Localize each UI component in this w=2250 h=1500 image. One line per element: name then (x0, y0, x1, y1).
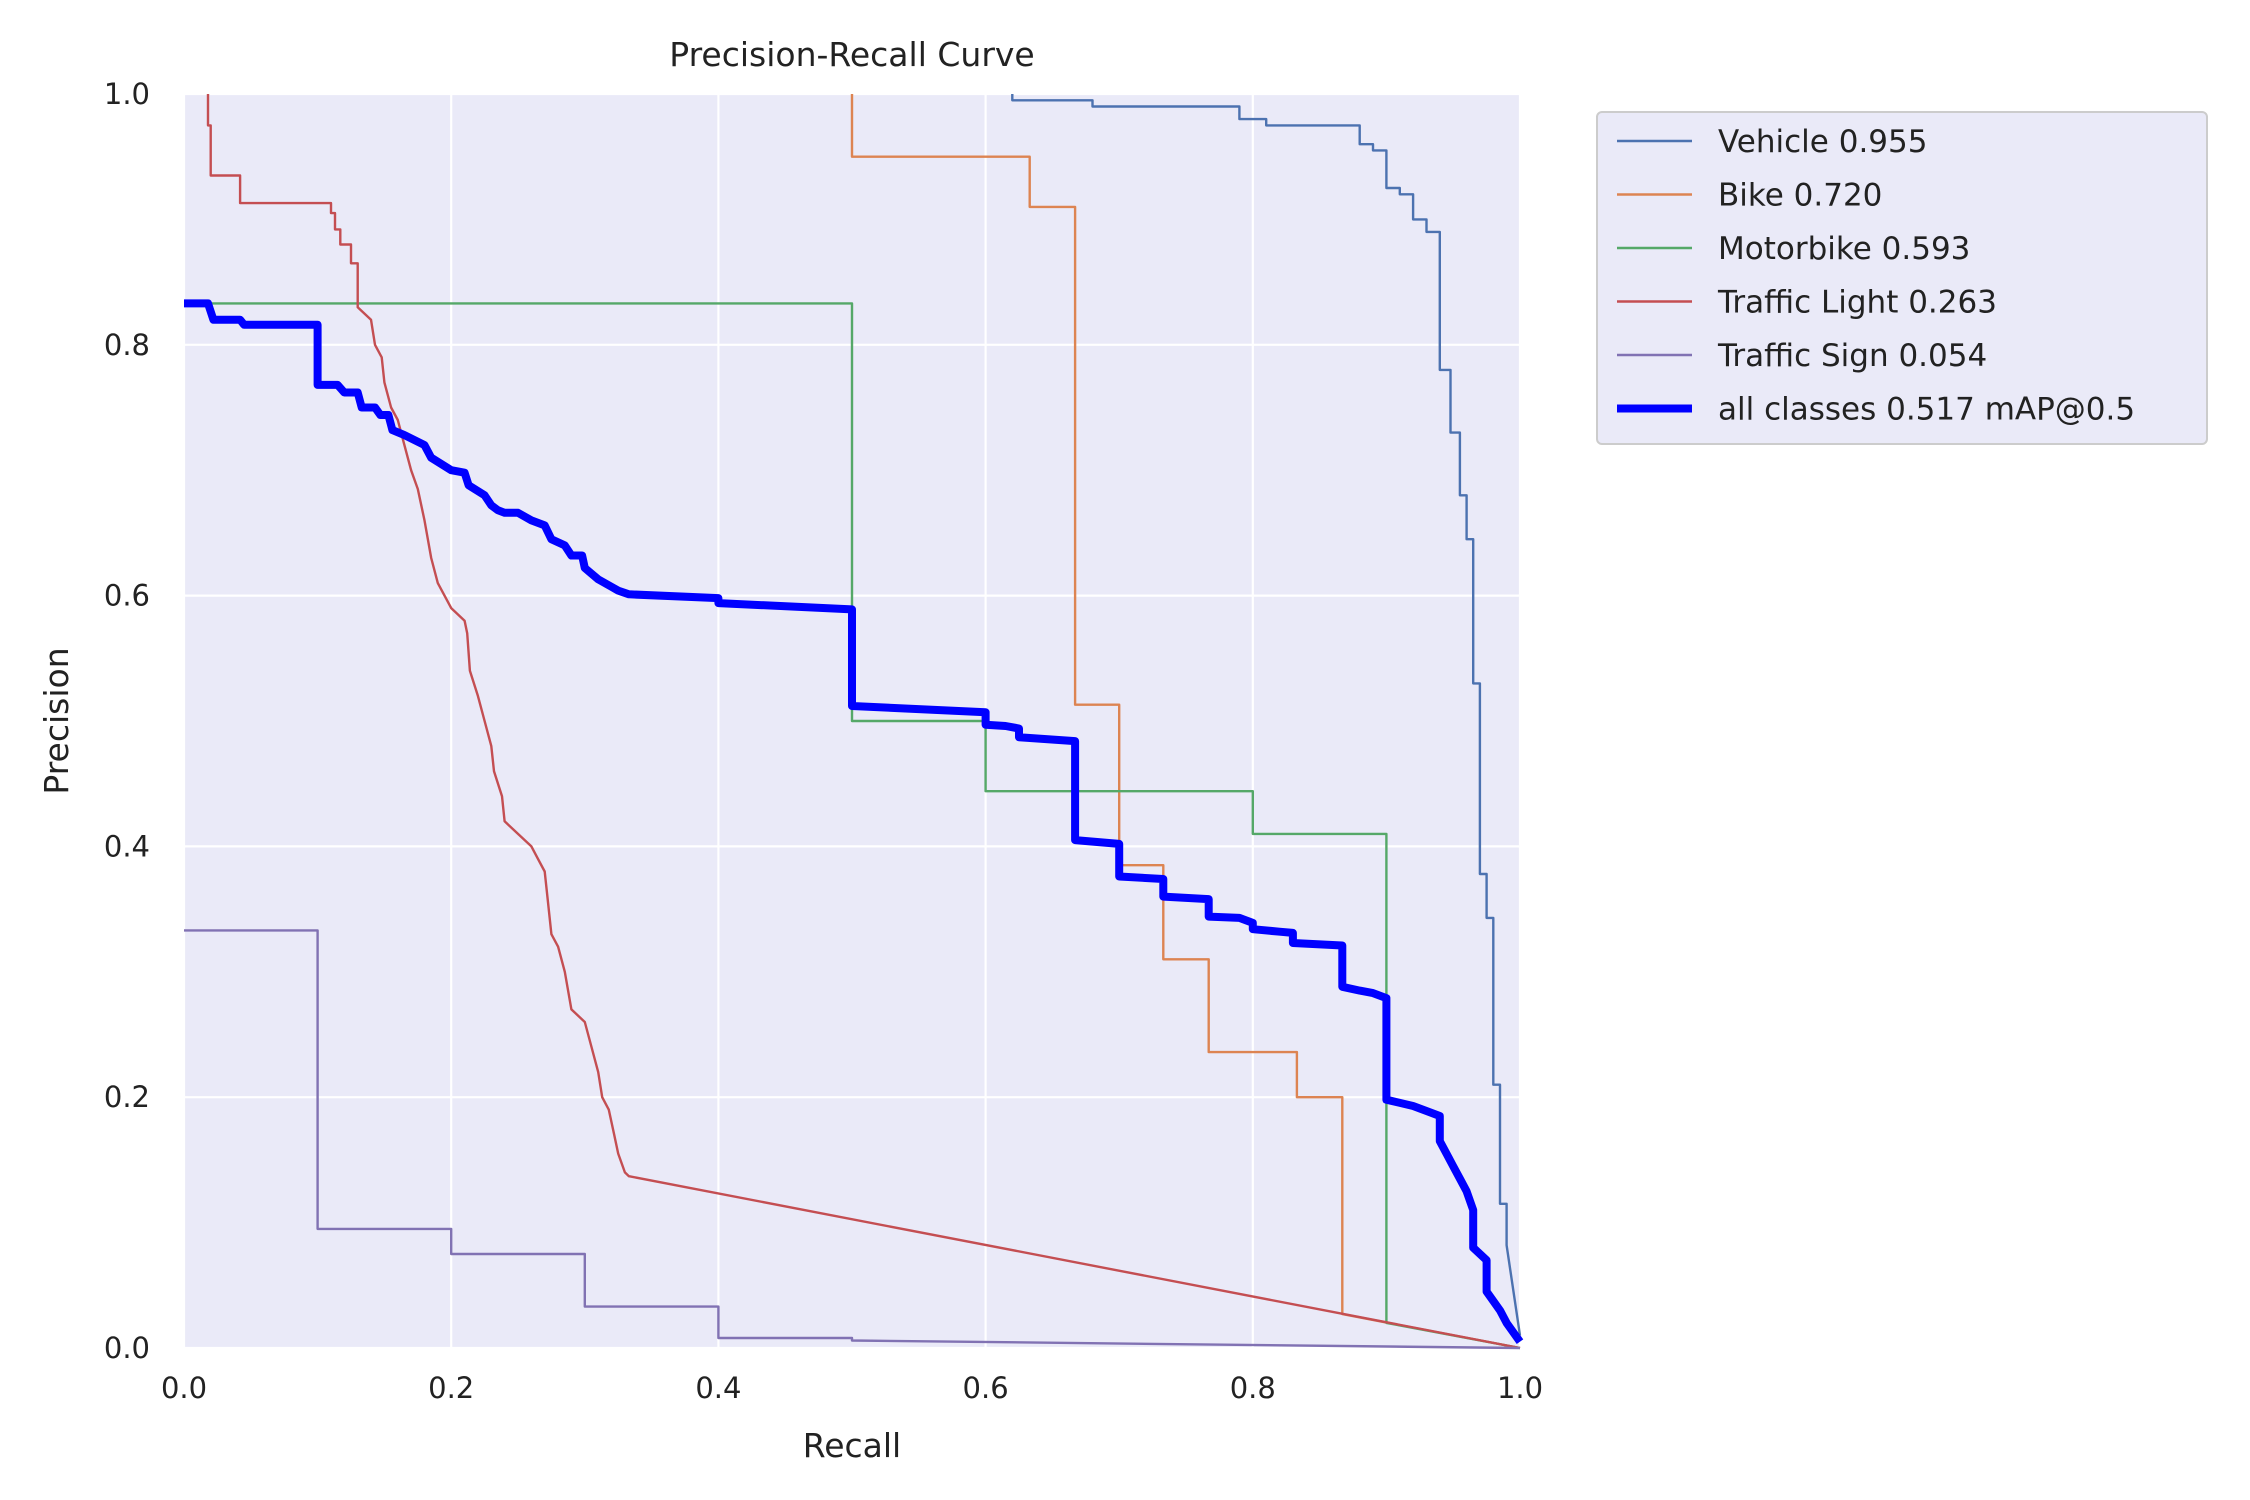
y-tick-label-2: 0.4 (104, 829, 150, 863)
series-lines (184, 94, 1524, 1350)
chart-title: Precision-Recall Curve (669, 35, 1034, 74)
y-tick-label-4: 0.8 (104, 328, 150, 362)
x-tick-label-1: 0.2 (428, 1371, 474, 1405)
legend-box (1596, 111, 2208, 445)
legend-label-1: Bike 0.720 (1718, 178, 1882, 214)
legend-label-5: all classes 0.517 mAP@0.5 (1718, 392, 2135, 428)
x-tick-label-2: 0.4 (695, 1371, 741, 1405)
y-tick-label-3: 0.6 (104, 579, 150, 613)
series-line-5 (184, 299, 1524, 1345)
y-tick-label-5: 1.0 (104, 77, 150, 111)
axis-tick-labels: 0.0 0.2 0.4 0.6 0.8 1.0 0.0 0.2 0.4 0.6 0.8 1.0 (104, 77, 1543, 1405)
x-tick-label-3: 0.6 (963, 1371, 1009, 1405)
series-line-4 (184, 929, 1521, 1350)
x-tick-label-5: 1.0 (1497, 1371, 1543, 1405)
y-tick-label-1: 0.2 (104, 1080, 150, 1114)
x-tick-label-4: 0.8 (1230, 1371, 1276, 1405)
legend-label-2: Motorbike 0.593 (1718, 231, 1970, 267)
series-line-3 (206, 94, 1521, 1350)
y-axis-label: Precision (37, 647, 76, 794)
legend: Vehicle 0.955 Bike 0.720 Motorbike 0.593 Tr… (1596, 111, 2208, 445)
series-line-1 (850, 94, 1521, 1350)
legend-label-3: Traffic Light 0.263 (1717, 285, 1997, 321)
x-tick-label-0: 0.0 (161, 1371, 207, 1405)
x-axis-label: Recall (803, 1426, 901, 1465)
series-line-0 (1011, 94, 1522, 1336)
legend-label-4: Traffic Sign 0.054 (1717, 338, 1987, 374)
y-tick-label-0: 0.0 (104, 1331, 150, 1365)
legend-label-0: Vehicle 0.955 (1718, 124, 1927, 160)
